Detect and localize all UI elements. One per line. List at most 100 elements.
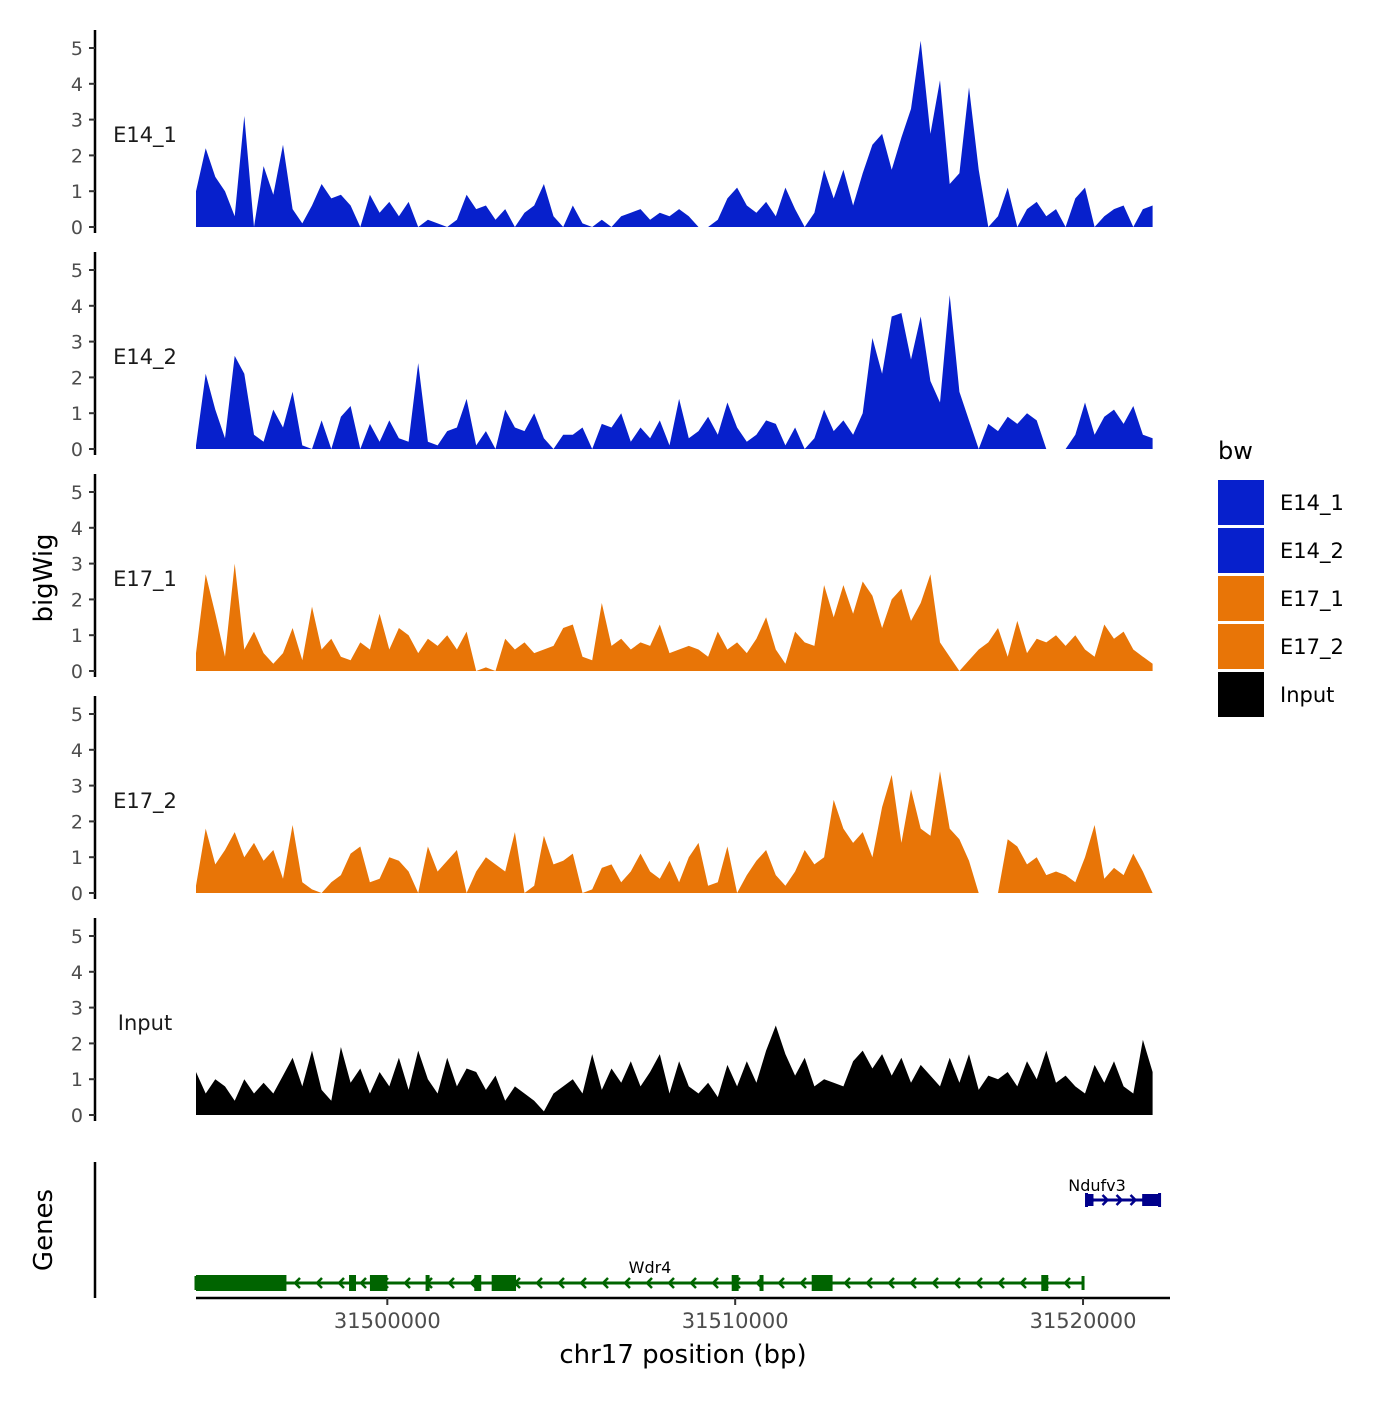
legend: bw E14_1 E14_2 E17_1 E17_2 Input bbox=[1218, 437, 1344, 717]
y-tick-label: 1 bbox=[71, 181, 83, 203]
exon-block bbox=[759, 1275, 764, 1291]
strand-arrow bbox=[645, 1277, 653, 1289]
y-tick-label: 1 bbox=[71, 625, 83, 647]
track-panel-E17_2: 0 1 2 3 4 5 E17_2 bbox=[71, 696, 1153, 905]
x-axis-title: chr17 position (bp) bbox=[559, 1340, 806, 1370]
y-tick-label: 1 bbox=[71, 1069, 83, 1091]
signal-area-E14_2 bbox=[196, 295, 1153, 449]
strand-arrow bbox=[865, 1277, 873, 1289]
legend-label-E14_1: E14_1 bbox=[1280, 491, 1344, 516]
y-tick-label: 4 bbox=[71, 518, 83, 540]
exon-block bbox=[1086, 1194, 1094, 1206]
y-tick-label: 2 bbox=[71, 811, 83, 833]
y-tick-label: 0 bbox=[71, 1105, 83, 1127]
strand-arrow bbox=[689, 1277, 697, 1289]
strand-arrow bbox=[1101, 1194, 1110, 1206]
legend-label-E17_1: E17_1 bbox=[1280, 587, 1344, 612]
strand-arrow bbox=[843, 1277, 851, 1289]
track-label: E17_1 bbox=[113, 567, 177, 592]
y-tick-label: 3 bbox=[71, 332, 83, 354]
strand-arrow bbox=[953, 1277, 961, 1289]
y-tick-label: 0 bbox=[71, 883, 83, 905]
legend-swatch-E14_1 bbox=[1218, 480, 1264, 525]
track-panel-E14_1: 0 1 2 3 4 5 E14_1 bbox=[71, 30, 1153, 239]
y-tick-label: 1 bbox=[71, 403, 83, 425]
strand-arrow bbox=[1019, 1277, 1027, 1289]
legend-title: bw bbox=[1218, 437, 1253, 465]
strand-arrow bbox=[557, 1277, 565, 1289]
track-label: Input bbox=[118, 1011, 172, 1035]
strand-arrow bbox=[403, 1277, 411, 1289]
legend-label-E14_2: E14_2 bbox=[1280, 539, 1344, 564]
exon-block bbox=[474, 1275, 482, 1291]
y-tick-label: 2 bbox=[71, 1033, 83, 1055]
track-label: E14_1 bbox=[113, 123, 177, 148]
strand-arrow bbox=[1063, 1277, 1071, 1289]
track-panel-Input: 0 1 2 3 4 5 Input bbox=[71, 918, 1153, 1127]
signal-area-E14_1 bbox=[196, 40, 1153, 227]
strand-arrow bbox=[359, 1277, 367, 1289]
y-tick-label: 5 bbox=[71, 926, 83, 948]
y-axis-title: bigWig bbox=[29, 533, 59, 622]
signal-area-E17_1 bbox=[196, 563, 1153, 671]
strand-arrow bbox=[777, 1277, 785, 1289]
track-panel-E14_2: 0 1 2 3 4 5 E14_2 bbox=[71, 252, 1153, 461]
y-tick-label: 4 bbox=[71, 962, 83, 984]
y-tick-label: 5 bbox=[71, 704, 83, 726]
exon-block bbox=[196, 1275, 287, 1291]
exon-block bbox=[1142, 1194, 1160, 1206]
strand-arrow bbox=[909, 1277, 917, 1289]
gene-Wdr4: Wdr4 bbox=[194, 1258, 1085, 1291]
x-tick-label: 31520000 bbox=[1030, 1309, 1137, 1333]
y-tick-label: 5 bbox=[71, 38, 83, 60]
legend-swatch-E17_1 bbox=[1218, 576, 1264, 621]
x-tick-label: 31500000 bbox=[334, 1309, 441, 1333]
x-axis: 31500000 31510000 31520000 bbox=[196, 1296, 1170, 1333]
y-tick-label: 5 bbox=[71, 482, 83, 504]
genes-layer: Wdr4 Ndufv3 bbox=[93, 1162, 1162, 1298]
y-tick-label: 3 bbox=[71, 776, 83, 798]
gene-Ndufv3: Ndufv3 bbox=[1068, 1176, 1162, 1207]
y-tick-label: 3 bbox=[71, 110, 83, 132]
y-tick-label: 5 bbox=[71, 260, 83, 282]
signal-area-Input bbox=[196, 1025, 1153, 1115]
x-tick-label: 31510000 bbox=[682, 1309, 789, 1333]
y-tick-label: 2 bbox=[71, 367, 83, 389]
strand-arrow bbox=[293, 1277, 301, 1289]
legend-swatch-E17_2 bbox=[1218, 624, 1264, 669]
exon-block bbox=[811, 1275, 833, 1291]
strand-arrow bbox=[447, 1277, 455, 1289]
signal-area-E17_2 bbox=[196, 771, 1153, 893]
exon-block bbox=[1041, 1275, 1049, 1291]
genes-axis-title: Genes bbox=[29, 1189, 59, 1271]
y-tick-label: 4 bbox=[71, 296, 83, 318]
y-tick-label: 0 bbox=[71, 661, 83, 683]
strand-arrow bbox=[315, 1277, 323, 1289]
strand-arrow bbox=[799, 1277, 807, 1289]
tracks-layer: 0 1 2 3 4 5 E14_1 0 1 2 3 4 5 E14_2 0 1 2 3 4 5 E17_1 0 1 2 3 4 5 E… bbox=[71, 30, 1153, 1127]
y-tick-label: 1 bbox=[71, 847, 83, 869]
strand-arrow bbox=[997, 1277, 1005, 1289]
strand-arrow bbox=[887, 1277, 895, 1289]
y-tick-label: 0 bbox=[71, 217, 83, 239]
exon-block bbox=[349, 1275, 357, 1291]
legend-label-Input: Input bbox=[1280, 683, 1334, 707]
strand-arrow bbox=[337, 1277, 345, 1289]
track-panel-E17_1: 0 1 2 3 4 5 E17_1 bbox=[71, 474, 1153, 683]
y-tick-label: 0 bbox=[71, 439, 83, 461]
strand-arrow bbox=[711, 1277, 719, 1289]
gene-name-label: Ndufv3 bbox=[1068, 1176, 1126, 1195]
exon-block bbox=[491, 1275, 517, 1291]
exon-block bbox=[731, 1275, 739, 1291]
strand-arrow bbox=[931, 1277, 939, 1289]
y-tick-label: 4 bbox=[71, 740, 83, 762]
strand-arrow bbox=[579, 1277, 587, 1289]
strand-arrow bbox=[1129, 1194, 1138, 1206]
strand-arrow bbox=[601, 1277, 609, 1289]
exon-block bbox=[369, 1275, 388, 1291]
strand-arrow bbox=[1115, 1194, 1124, 1206]
track-label: E17_2 bbox=[113, 789, 177, 814]
strand-arrow bbox=[535, 1277, 543, 1289]
